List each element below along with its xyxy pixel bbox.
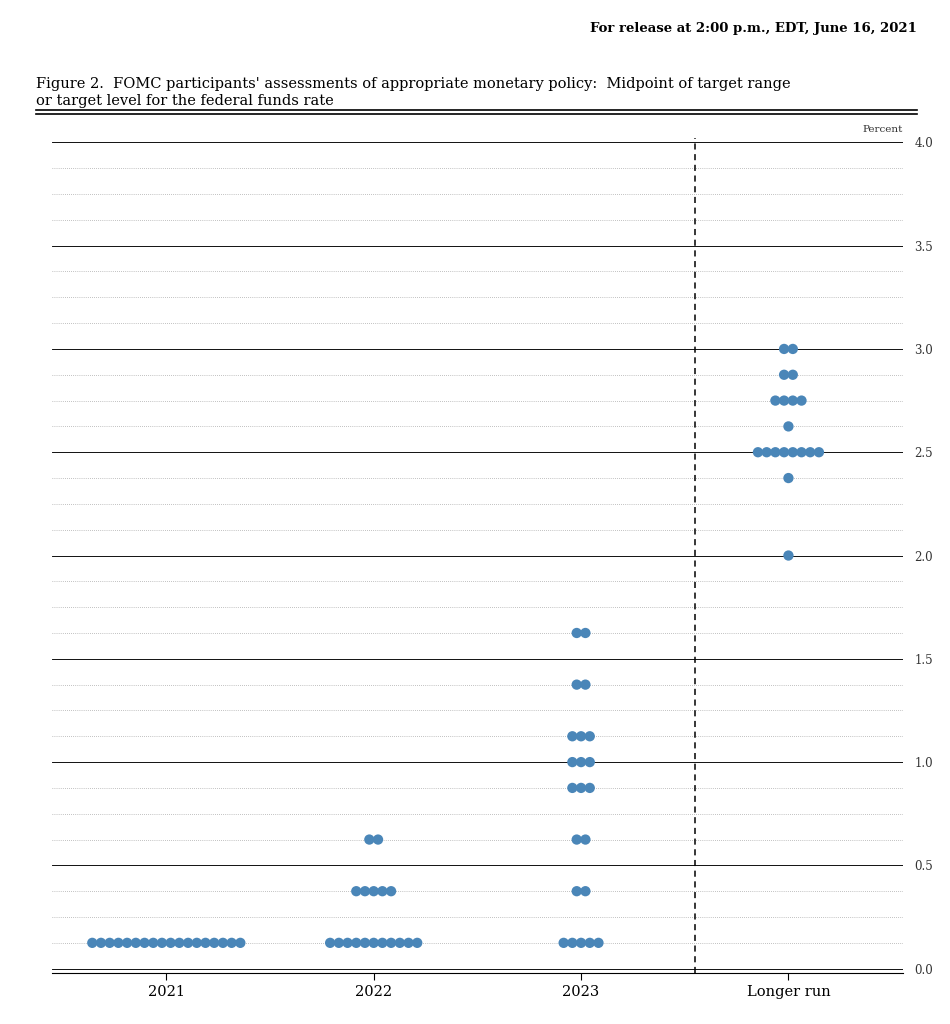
Point (786, 444, 801, 461)
Point (574, 754, 589, 770)
Point (569, 831, 584, 848)
Text: or target level for the federal funds rate: or target level for the federal funds ra… (36, 94, 333, 109)
Point (569, 625, 584, 641)
Point (768, 444, 783, 461)
Point (811, 444, 826, 461)
Point (370, 831, 386, 848)
Point (759, 444, 774, 461)
Point (111, 935, 126, 951)
Point (786, 341, 801, 357)
Point (85, 935, 100, 951)
Point (172, 935, 187, 951)
Point (776, 341, 791, 357)
Point (582, 935, 598, 951)
Point (786, 392, 801, 409)
Point (750, 444, 766, 461)
Point (357, 935, 372, 951)
Point (591, 935, 606, 951)
Point (366, 935, 381, 951)
Point (582, 754, 598, 770)
Point (340, 935, 355, 951)
Point (198, 935, 213, 951)
Text: Figure 2.  FOMC participants' assessments of appropriate monetary policy:  Midpo: Figure 2. FOMC participants' assessments… (36, 77, 790, 91)
Text: Percent: Percent (863, 125, 902, 134)
Point (128, 935, 143, 951)
Point (556, 935, 571, 951)
Point (375, 935, 390, 951)
Point (332, 935, 347, 951)
Point (120, 935, 135, 951)
Point (794, 444, 809, 461)
Point (574, 779, 589, 796)
Point (93, 935, 108, 951)
Point (384, 883, 399, 899)
Point (357, 883, 372, 899)
Point (189, 935, 204, 951)
Point (366, 883, 381, 899)
Point (233, 935, 248, 951)
Point (349, 935, 364, 951)
Point (574, 728, 589, 744)
Point (137, 935, 152, 951)
Point (569, 883, 584, 899)
Point (768, 392, 783, 409)
Point (154, 935, 169, 951)
Point (564, 935, 580, 951)
Point (578, 831, 593, 848)
Point (224, 935, 239, 951)
Point (375, 883, 390, 899)
Point (564, 754, 580, 770)
Point (564, 728, 580, 744)
Point (803, 444, 818, 461)
Point (781, 547, 796, 563)
Point (409, 935, 425, 951)
Point (564, 779, 580, 796)
Point (206, 935, 221, 951)
Point (392, 935, 408, 951)
Point (794, 392, 809, 409)
Point (582, 728, 598, 744)
Point (781, 418, 796, 434)
Point (781, 470, 796, 486)
Point (786, 367, 801, 383)
Point (362, 831, 377, 848)
Point (102, 935, 117, 951)
Point (569, 677, 584, 693)
Text: For release at 2:00 p.m., EDT, June 16, 2021: For release at 2:00 p.m., EDT, June 16, … (590, 22, 917, 35)
Point (578, 625, 593, 641)
Point (401, 935, 416, 951)
Point (578, 677, 593, 693)
Point (574, 935, 589, 951)
Point (216, 935, 231, 951)
Point (145, 935, 161, 951)
Point (163, 935, 179, 951)
Point (384, 935, 399, 951)
Point (776, 444, 791, 461)
Point (349, 883, 364, 899)
Point (776, 367, 791, 383)
Point (776, 392, 791, 409)
Point (582, 779, 598, 796)
Point (180, 935, 196, 951)
Point (323, 935, 338, 951)
Point (578, 883, 593, 899)
